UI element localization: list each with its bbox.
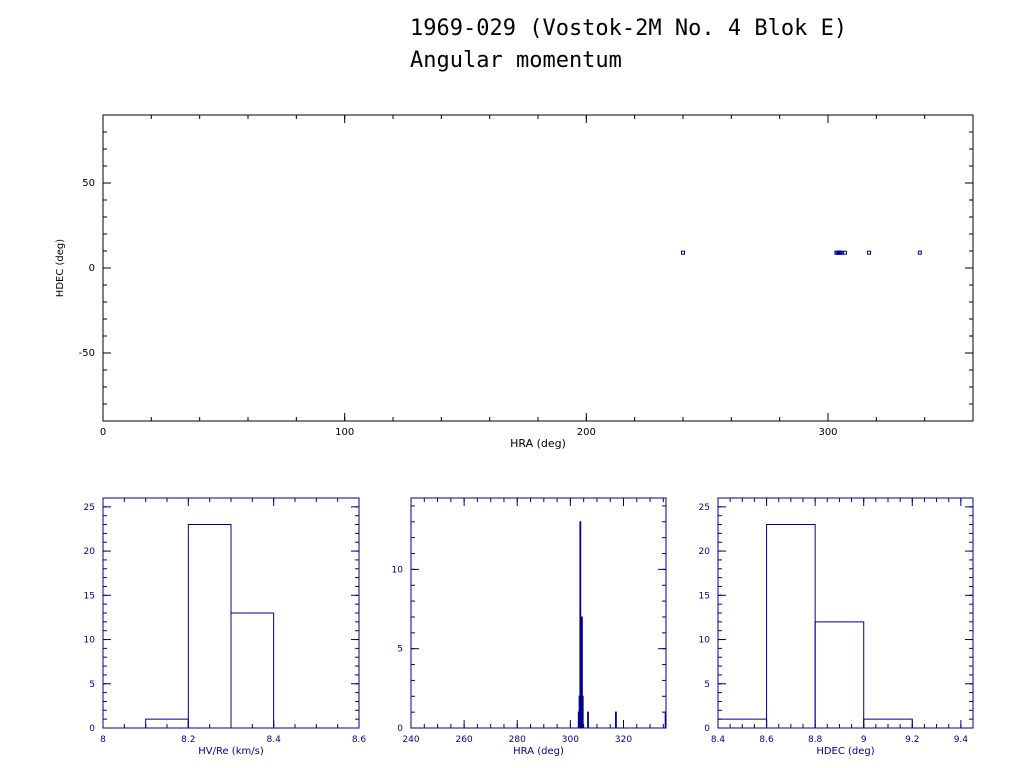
- x-axis-label: HDEC (deg): [816, 746, 874, 757]
- y-tick-label: -50: [79, 348, 95, 359]
- x-tick-label: 0: [100, 427, 106, 438]
- plot-frame: [102, 114, 974, 422]
- x-axis-label: HRA (deg): [513, 746, 564, 757]
- x-tick-label: 9.2: [905, 735, 919, 745]
- scatter-point: [681, 250, 685, 255]
- x-tick-label: 260: [456, 735, 473, 745]
- y-tick-label: 20: [699, 547, 711, 557]
- x-tick-label: 100: [335, 427, 354, 438]
- histogram-bar: [615, 711, 617, 728]
- scatter-point: [867, 250, 872, 255]
- y-tick-label: 10: [84, 636, 96, 646]
- scatter-point: [839, 250, 844, 255]
- y-tick-label: 25: [699, 503, 710, 513]
- y-tick-label: 10: [392, 565, 404, 575]
- x-tick-label: 200: [577, 427, 596, 438]
- x-tick-label: 240: [402, 735, 419, 745]
- histogram-bar: [814, 621, 865, 728]
- x-tick-label: 8.6: [352, 735, 367, 745]
- chart-panel-3: 240 260 280 300 320 0 5 10 HRA (deg): [392, 497, 667, 757]
- y-tick-label: 15: [699, 591, 710, 601]
- x-axis-label: HRA (deg): [510, 437, 566, 450]
- x-tick-label: 8.4: [267, 735, 282, 745]
- scatter-point: [917, 250, 922, 255]
- x-tick-label: 8: [100, 735, 106, 745]
- y-tick-label: 50: [82, 178, 95, 189]
- plot-frame: [717, 497, 974, 729]
- y-tick-label: 5: [397, 645, 403, 655]
- histogram-bar: [581, 616, 583, 728]
- chart-subtitle: Angular momentum: [410, 48, 622, 73]
- histogram-bar: [581, 695, 584, 728]
- y-tick-label: 10: [699, 636, 711, 646]
- x-tick-label: 9.4: [954, 735, 969, 745]
- histogram-bar: [766, 524, 816, 728]
- x-tick-label: 300: [818, 427, 837, 438]
- chart-panel-2: 8 8.2 8.4 8.6 0 5 10 15 20 25 HV/Re (km/s): [84, 497, 367, 757]
- chart-panel-4: 8.4 8.6 8.8 9 9.2 9.4 0 5 10 15 20 25 HDEC (deg): [699, 497, 974, 757]
- y-tick-label: 0: [704, 724, 710, 734]
- y-axis-label: HDEC (deg): [55, 239, 66, 297]
- chart-title: 1969-029 (Vostok-2M No. 4 Blok E): [410, 16, 848, 41]
- x-tick-label: 8.2: [181, 735, 195, 745]
- histogram-bar: [187, 524, 232, 728]
- x-tick-label: 9: [861, 735, 867, 745]
- plot-frame: [410, 497, 667, 729]
- chart-panel-1: 0 100 200 300 -50 0 50 HRA (deg) HDEC (deg): [55, 114, 974, 450]
- histogram-bar: [587, 711, 589, 728]
- x-tick-label: 320: [615, 735, 632, 745]
- y-tick-label: 15: [84, 591, 95, 601]
- y-tick-label: 5: [704, 680, 710, 690]
- x-tick-label: 300: [562, 735, 579, 745]
- x-tick-label: 280: [509, 735, 526, 745]
- x-tick-label: 8.8: [808, 735, 823, 745]
- x-tick-label: 8.6: [759, 735, 774, 745]
- x-tick-label: 8.4: [711, 735, 726, 745]
- histogram-bar: [664, 711, 667, 728]
- y-tick-label: 0: [89, 263, 95, 274]
- scatter-point: [842, 250, 847, 255]
- x-axis-label: HV/Re (km/s): [198, 746, 264, 757]
- y-tick-label: 0: [397, 724, 403, 734]
- histogram-bar: [863, 718, 913, 728]
- y-tick-label: 25: [84, 503, 95, 513]
- y-tick-label: 0: [89, 724, 95, 734]
- y-tick-label: 5: [89, 680, 95, 690]
- histogram-bar: [230, 612, 275, 728]
- y-tick-label: 20: [84, 547, 96, 557]
